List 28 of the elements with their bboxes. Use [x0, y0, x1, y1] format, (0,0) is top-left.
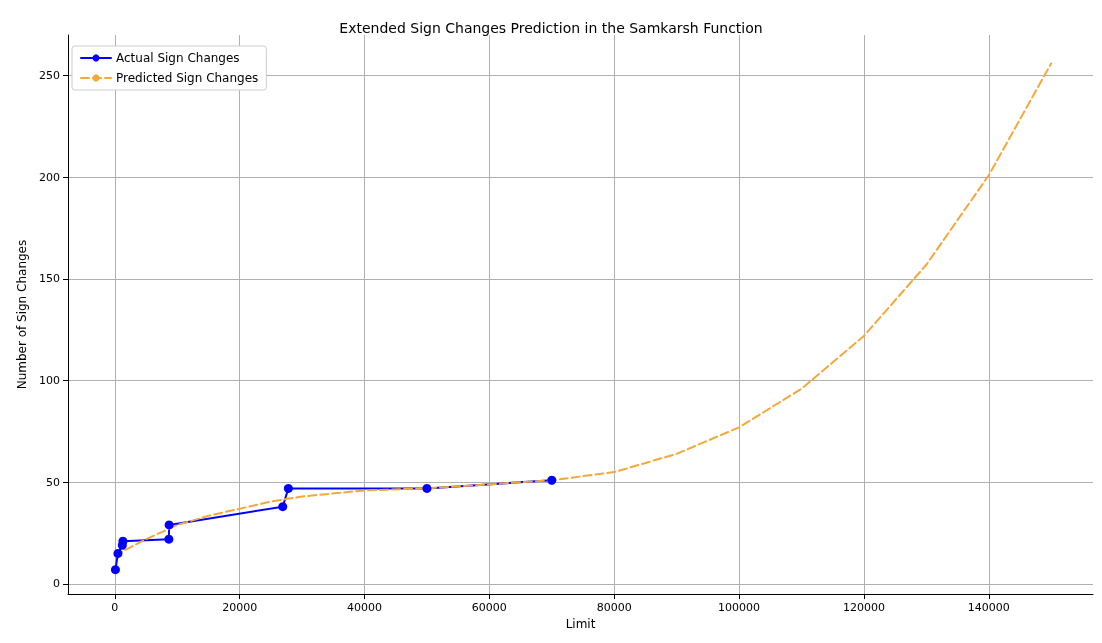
point — [164, 520, 174, 530]
x-tick-label: 100000 — [718, 601, 761, 615]
x-tick-label: 80000 — [596, 601, 632, 615]
point — [113, 548, 123, 558]
y-tick-label: 0 — [53, 577, 60, 591]
point — [164, 534, 174, 544]
y-tick-label: 50 — [46, 475, 60, 489]
x-axis-title: Limit — [565, 617, 596, 631]
y-tick-label: 250 — [39, 69, 60, 83]
y-axis-title: Number of Sign Changes — [15, 239, 29, 390]
point — [283, 483, 293, 493]
x-tick-label: 20000 — [222, 601, 258, 615]
y-tick-label: 100 — [39, 374, 60, 388]
x-tick-label: 60000 — [471, 601, 507, 615]
legend-label: Actual Sign Changes — [116, 51, 240, 65]
point — [278, 502, 288, 512]
point — [110, 565, 120, 575]
x-tick-label: 0 — [111, 601, 119, 615]
point — [118, 536, 128, 546]
legend-label: Predicted Sign Changes — [116, 71, 259, 85]
point — [422, 483, 432, 493]
point — [547, 475, 557, 485]
x-tick-label: 120000 — [842, 601, 885, 615]
y-tick-label: 200 — [39, 170, 60, 184]
y-tick-label: 150 — [39, 272, 60, 286]
x-tick-label: 40000 — [347, 601, 383, 615]
chart-title: Extended Sign Changes Prediction in the Samkarsh Function — [339, 20, 763, 36]
x-tick-label: 140000 — [967, 601, 1010, 615]
